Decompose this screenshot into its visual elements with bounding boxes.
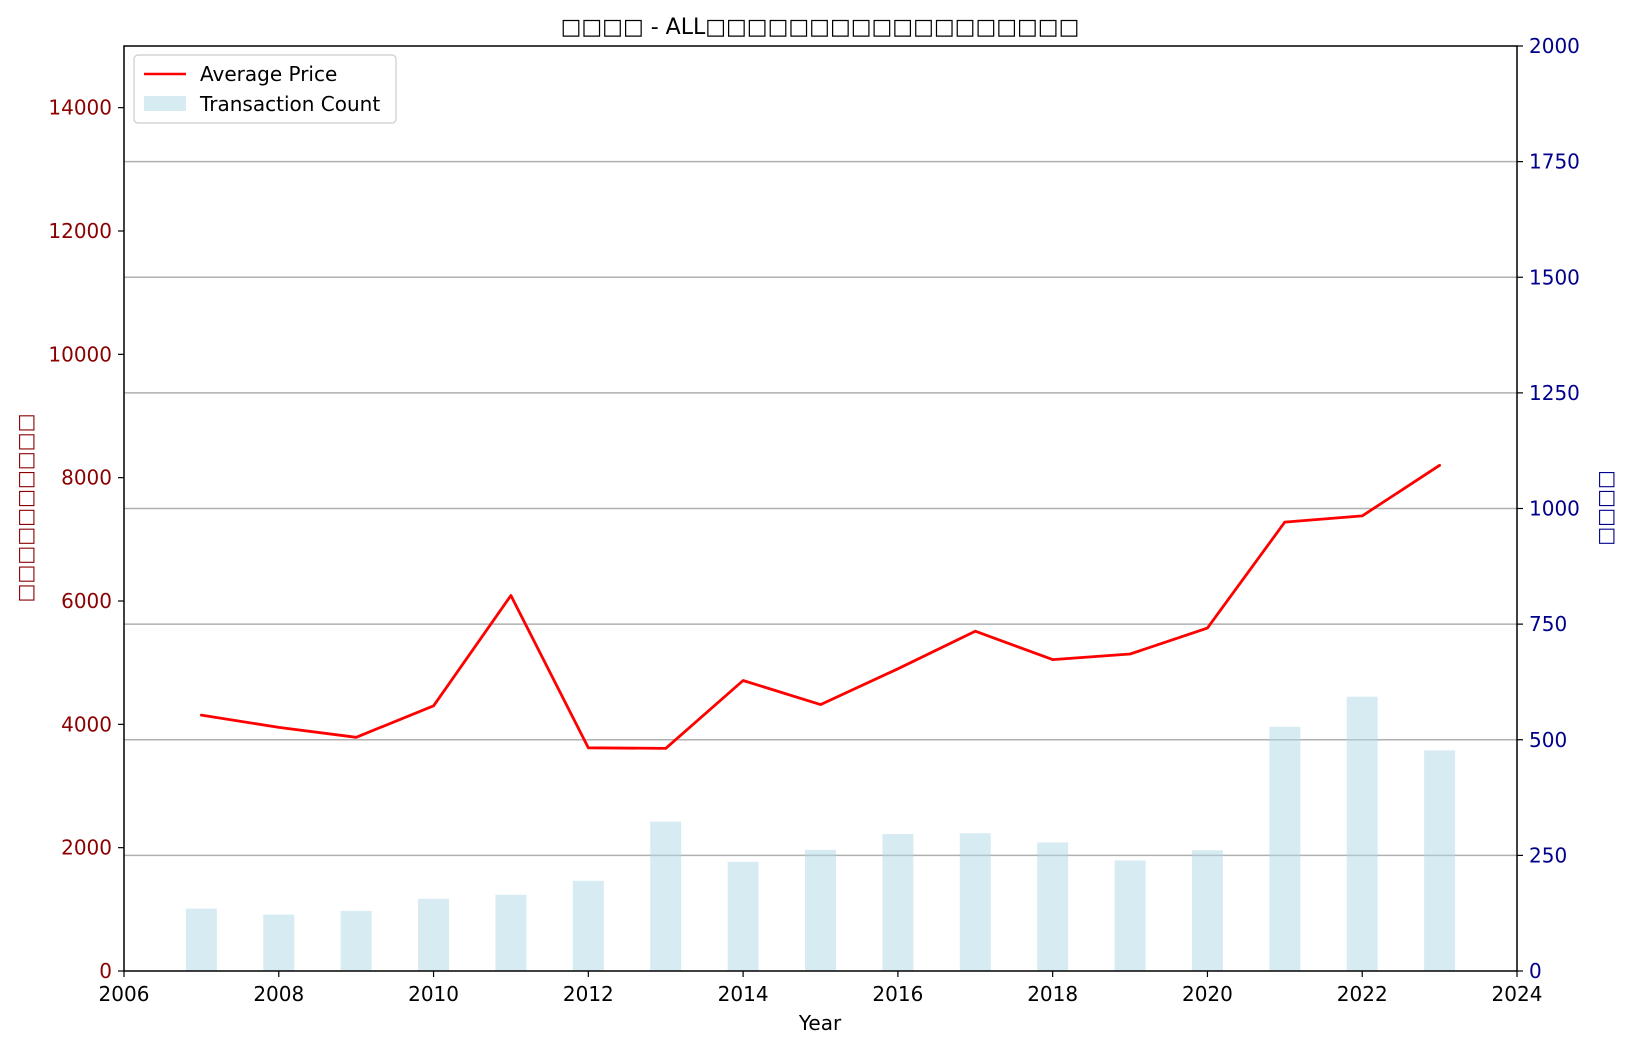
y-left-tick-label: 0 [99, 959, 112, 983]
bar [959, 833, 991, 971]
x-tick-label: 2018 [1027, 982, 1078, 1006]
bar [1037, 842, 1069, 971]
x-axis: 2006 2008 2010 2012 2014 2016 2018 2020 2022 2024 [99, 971, 1543, 1006]
bar-series [185, 696, 1456, 971]
y-left-tick-label: 4000 [61, 712, 112, 736]
bar [418, 898, 450, 971]
legend-label-average-price: Average Price [200, 62, 337, 86]
y-axis-left: 0 2000 4000 6000 8000 10000 12000 14000 [48, 96, 124, 983]
bar [1191, 850, 1223, 971]
x-tick-label: 2010 [408, 982, 459, 1006]
grid-lines [124, 160, 1517, 857]
bar [1424, 750, 1456, 971]
bar [650, 821, 682, 971]
y-left-tick-label: 2000 [61, 836, 112, 860]
y-left-tick-label: 8000 [61, 466, 112, 490]
y-right-tick-label: 1250 [1529, 381, 1580, 405]
y-right-tick-label: 750 [1529, 612, 1567, 636]
y-left-tick-label: 14000 [48, 96, 112, 120]
bar [882, 834, 914, 971]
y-right-tick-label: 500 [1529, 728, 1567, 752]
x-tick-label: 2014 [718, 982, 769, 1006]
y-axis-right-label: □□□□ [1593, 470, 1617, 546]
bar [1269, 726, 1301, 971]
x-tick-label: 2022 [1337, 982, 1388, 1006]
bar [340, 910, 372, 971]
price-line [199, 463, 1441, 750]
bar [727, 861, 759, 971]
x-tick-label: 2006 [99, 982, 150, 1006]
bar [263, 914, 295, 971]
bar [805, 849, 836, 971]
bar [1114, 860, 1146, 971]
legend-label-transaction-count: Transaction Count [199, 92, 380, 116]
y-axis-right: 0 250 500 750 1000 1250 1500 1750 2000 [1517, 34, 1580, 983]
line-series [199, 463, 1441, 750]
y-axis-left-label: □□□□□□□□□□ [13, 414, 37, 603]
y-right-tick-label: 2000 [1529, 34, 1580, 58]
x-axis-label: Year [798, 1011, 842, 1035]
x-tick-label: 2024 [1492, 982, 1543, 1006]
legend-box [133, 54, 397, 124]
x-tick-label: 2020 [1182, 982, 1233, 1006]
y-left-tick-label: 10000 [48, 342, 112, 366]
bar [572, 880, 604, 971]
legend: Average Price Transaction Count [133, 54, 397, 124]
y-right-tick-label: 1000 [1529, 497, 1580, 521]
x-tick-label: 2016 [872, 982, 923, 1006]
bar [185, 908, 217, 971]
y-right-tick-label: 1750 [1529, 150, 1580, 174]
y-right-tick-label: 1500 [1529, 265, 1580, 289]
y-left-tick-label: 6000 [61, 589, 112, 613]
bar [1346, 696, 1378, 971]
bar [495, 894, 527, 971]
legend-bar-marker [144, 96, 186, 111]
chart-title: □□□□ - ALL□□□□□□□□□□□□□□□□□□ [561, 15, 1080, 40]
y-left-tick-label: 12000 [48, 219, 112, 243]
y-right-tick-label: 0 [1529, 959, 1542, 983]
x-tick-label: 2008 [253, 982, 304, 1006]
x-tick-label: 2012 [563, 982, 614, 1006]
y-right-tick-label: 250 [1529, 843, 1567, 867]
